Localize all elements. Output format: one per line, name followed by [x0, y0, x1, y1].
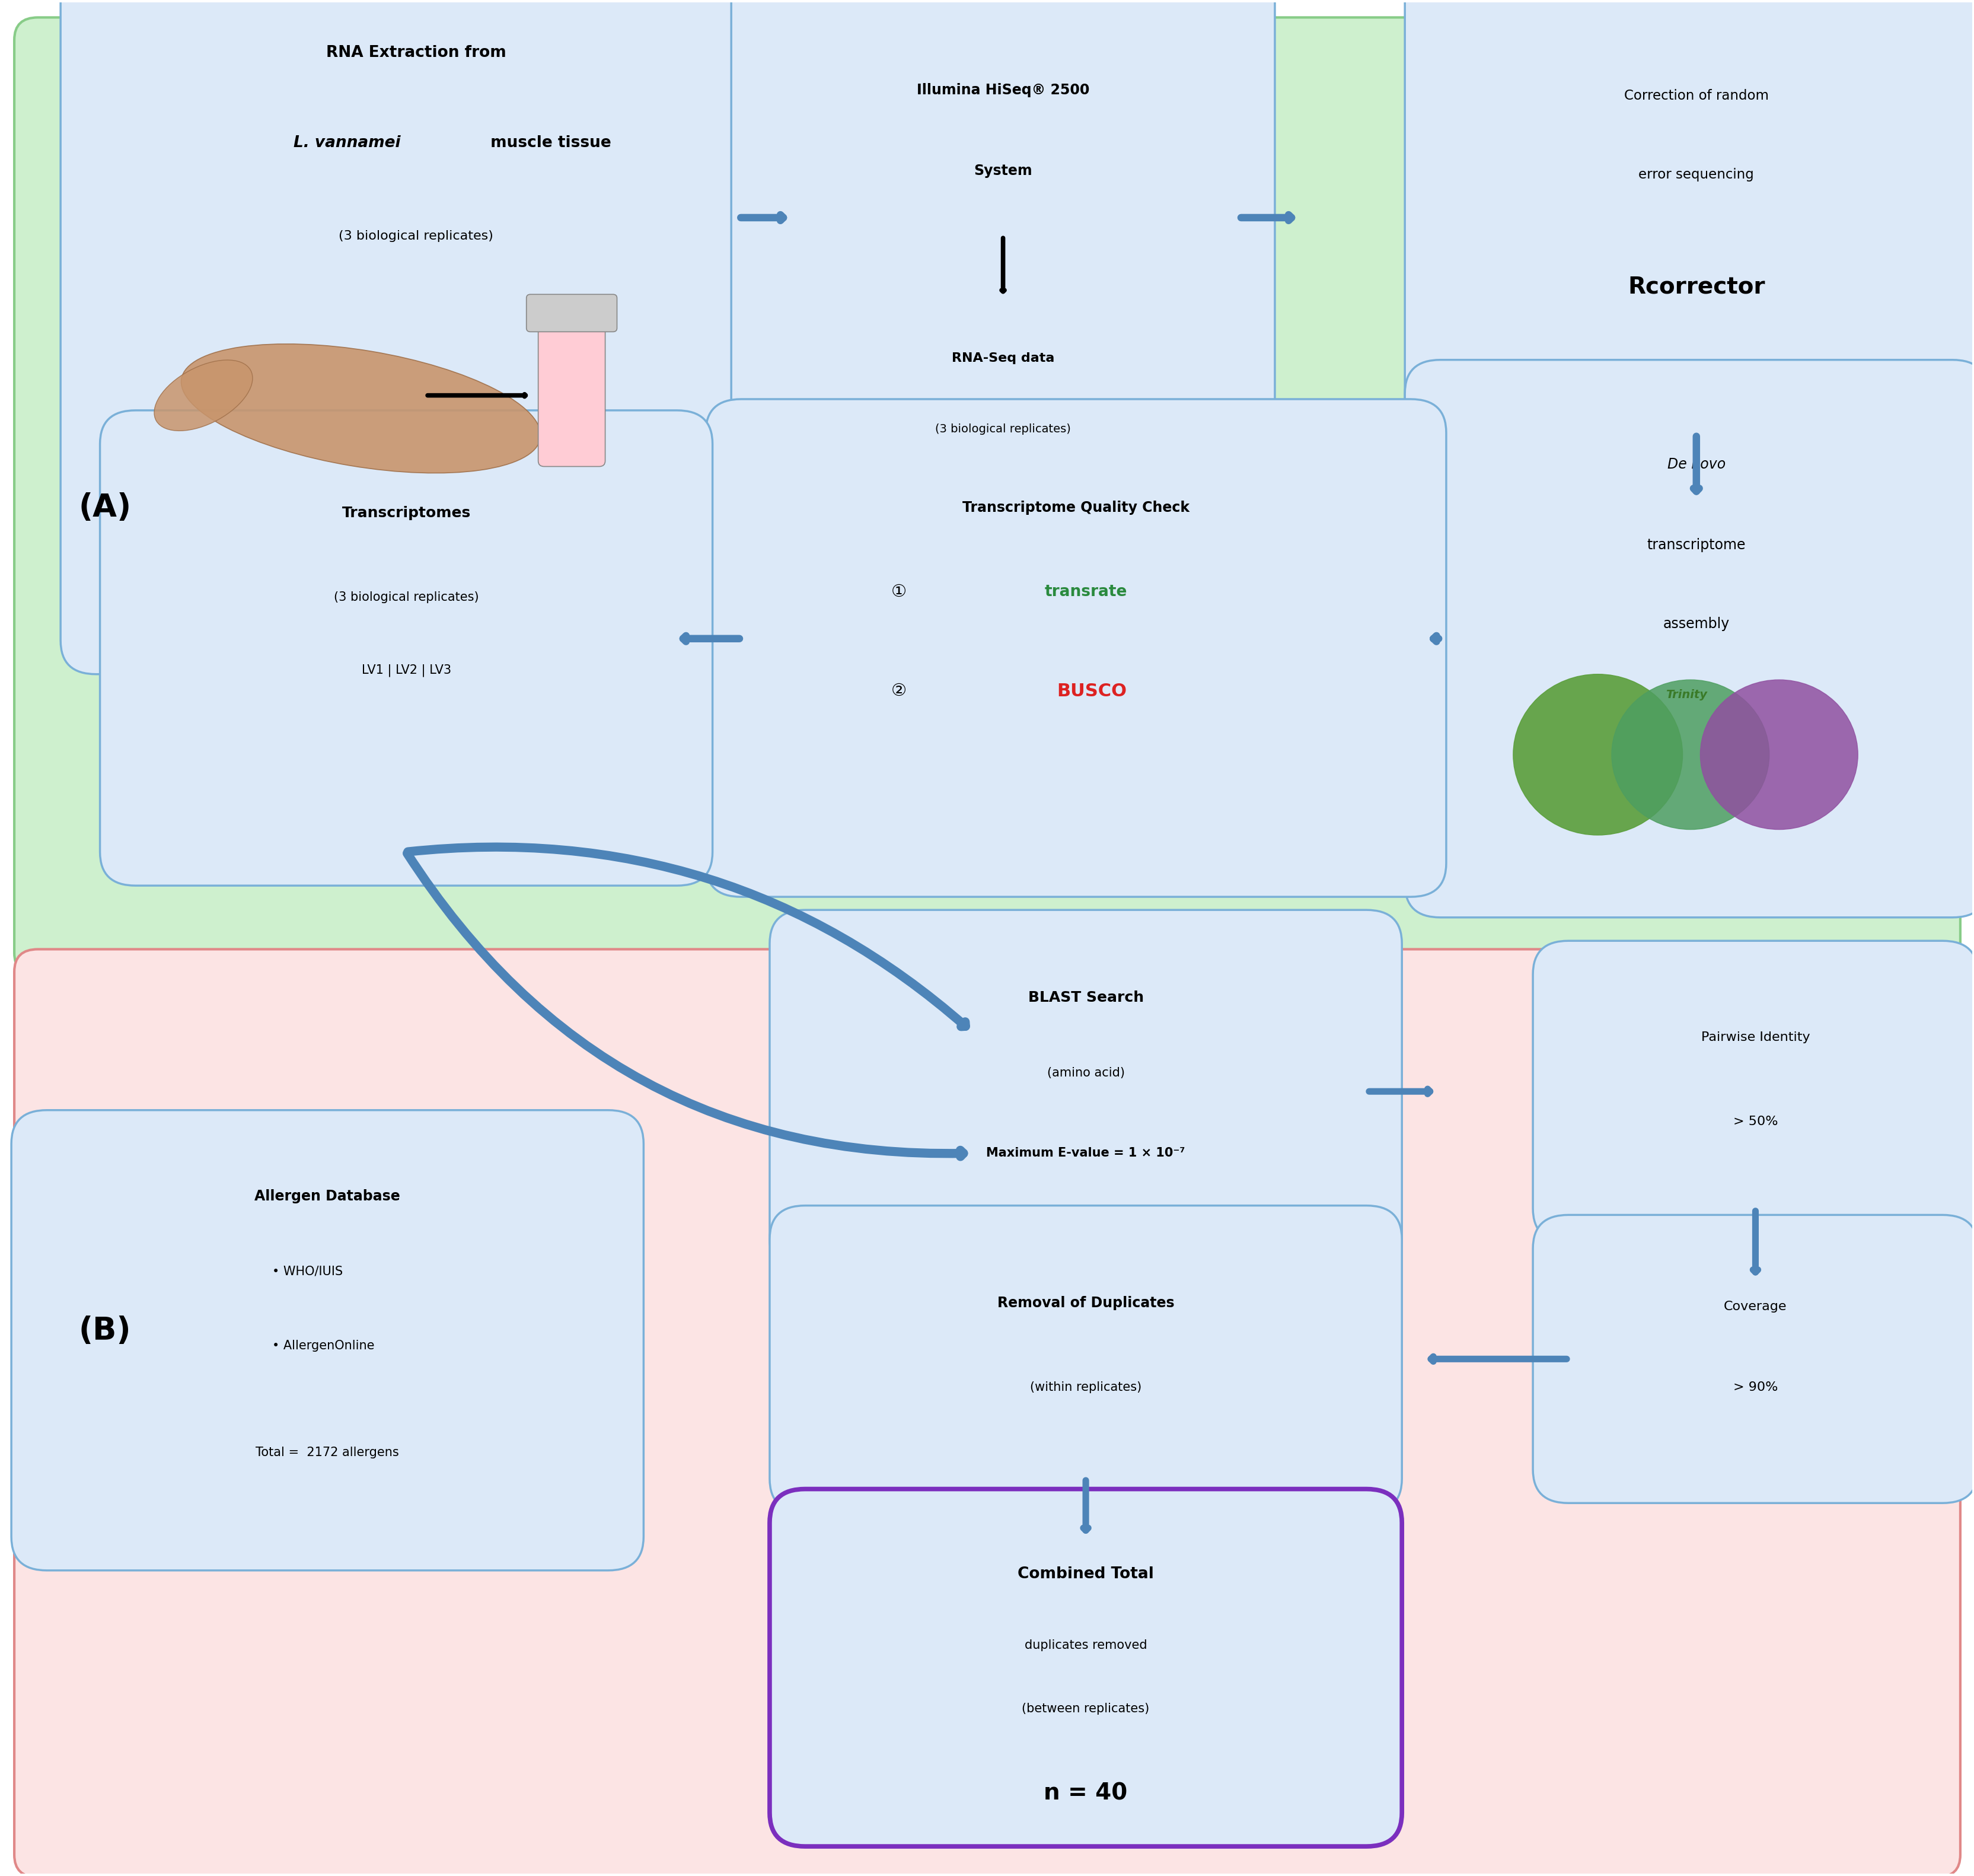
Text: Maximum E-value = 1 × 10⁻⁷: Maximum E-value = 1 × 10⁻⁷	[985, 1148, 1184, 1159]
Text: ②: ②	[890, 683, 906, 700]
Text: ①: ①	[890, 583, 906, 600]
Text: RNA-Seq data: RNA-Seq data	[951, 353, 1054, 364]
FancyBboxPatch shape	[61, 0, 772, 673]
Text: System: System	[973, 163, 1032, 178]
Circle shape	[1512, 673, 1682, 835]
Text: Pairwise Identity: Pairwise Identity	[1700, 1032, 1810, 1043]
Text: (3 biological replicates): (3 biological replicates)	[936, 424, 1070, 435]
Text: Total =  2172 allergens: Total = 2172 allergens	[257, 1446, 399, 1458]
FancyBboxPatch shape	[14, 17, 1960, 976]
Text: Trinity: Trinity	[1666, 688, 1708, 700]
FancyBboxPatch shape	[770, 910, 1402, 1274]
Text: muscle tissue: muscle tissue	[486, 135, 612, 150]
Text: LV1 | LV2 | LV3: LV1 | LV2 | LV3	[361, 664, 450, 677]
Text: error sequencing: error sequencing	[1638, 167, 1753, 182]
Text: Transcriptome Quality Check: Transcriptome Quality Check	[961, 501, 1188, 514]
Text: BUSCO: BUSCO	[1056, 683, 1127, 700]
Text: De novo: De novo	[1666, 458, 1725, 471]
Text: n = 40: n = 40	[1044, 1782, 1127, 1805]
Text: assembly: assembly	[1662, 617, 1729, 630]
FancyBboxPatch shape	[770, 1206, 1402, 1512]
Ellipse shape	[182, 343, 541, 473]
Text: Rcorrector: Rcorrector	[1627, 276, 1765, 298]
FancyBboxPatch shape	[14, 949, 1960, 1876]
Text: transcriptome: transcriptome	[1646, 538, 1745, 552]
Text: > 90%: > 90%	[1733, 1381, 1777, 1394]
Text: Illumina HiSeq® 2500: Illumina HiSeq® 2500	[916, 83, 1090, 98]
FancyBboxPatch shape	[12, 1111, 644, 1570]
FancyBboxPatch shape	[1532, 940, 1974, 1242]
Text: Removal of Duplicates: Removal of Duplicates	[997, 1296, 1175, 1309]
Text: (between replicates): (between replicates)	[1023, 1703, 1149, 1715]
Text: Correction of random: Correction of random	[1623, 90, 1769, 103]
Text: • WHO/IUIS: • WHO/IUIS	[272, 1264, 343, 1278]
Text: duplicates removed: duplicates removed	[1025, 1640, 1147, 1651]
Text: RNA Extraction from: RNA Extraction from	[326, 45, 505, 60]
Text: (3 biological replicates): (3 biological replicates)	[340, 231, 494, 242]
Ellipse shape	[154, 360, 253, 431]
FancyBboxPatch shape	[730, 0, 1275, 565]
Text: BLAST Search: BLAST Search	[1028, 991, 1143, 1006]
FancyBboxPatch shape	[539, 315, 604, 467]
Text: Allergen Database: Allergen Database	[255, 1189, 401, 1203]
Text: (3 biological replicates): (3 biological replicates)	[334, 591, 478, 604]
FancyBboxPatch shape	[770, 1490, 1402, 1846]
Text: • AllergenOnline: • AllergenOnline	[272, 1339, 375, 1353]
Circle shape	[1611, 679, 1769, 829]
Text: Coverage: Coverage	[1723, 1300, 1786, 1313]
Text: (A): (A)	[79, 492, 132, 523]
Text: Combined Total: Combined Total	[1017, 1566, 1153, 1581]
Text: Transcriptomes: Transcriptomes	[342, 507, 470, 520]
Text: L. vannamei: L. vannamei	[294, 135, 401, 150]
Text: (amino acid): (amino acid)	[1046, 1067, 1125, 1079]
FancyBboxPatch shape	[527, 295, 616, 332]
FancyBboxPatch shape	[1404, 0, 1974, 469]
Text: > 50%: > 50%	[1733, 1116, 1777, 1127]
FancyBboxPatch shape	[1404, 360, 1974, 917]
Text: (within replicates): (within replicates)	[1030, 1381, 1141, 1394]
FancyBboxPatch shape	[101, 411, 713, 885]
Text: (B): (B)	[79, 1315, 130, 1347]
FancyBboxPatch shape	[1532, 1216, 1974, 1503]
FancyBboxPatch shape	[705, 400, 1445, 897]
Circle shape	[1700, 679, 1858, 829]
Text: transrate: transrate	[1044, 583, 1127, 600]
